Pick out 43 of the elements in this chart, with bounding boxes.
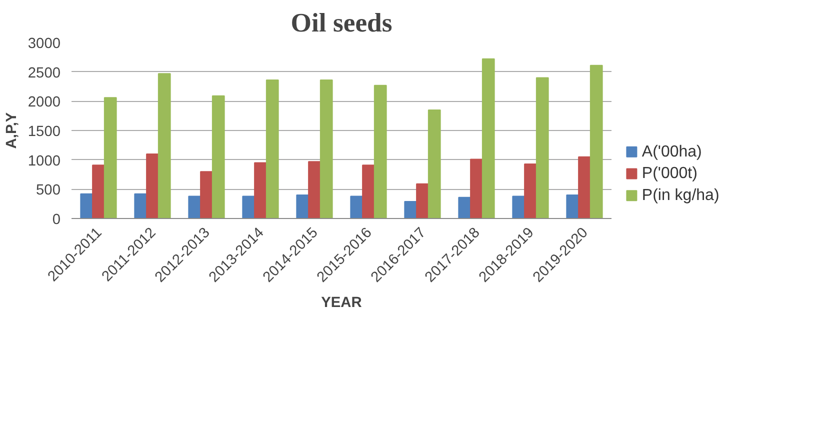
y-tick-label: 0: [52, 212, 61, 228]
bar: [512, 196, 526, 218]
bar: [524, 163, 537, 218]
y-tick-label: 1000: [28, 153, 61, 170]
bar: [266, 80, 279, 218]
y-tick-label: 2000: [28, 94, 61, 111]
legend-label: P(in kg/ha): [642, 187, 720, 204]
bar: [308, 161, 321, 218]
bar: [212, 95, 225, 218]
bar: [296, 194, 310, 218]
bar: [458, 196, 472, 218]
y-tick-label: 2500: [28, 65, 61, 82]
bar: [374, 84, 387, 218]
legend-label: P('000t): [642, 165, 698, 182]
bar: [200, 171, 213, 218]
bar: [566, 194, 580, 218]
bar: [242, 196, 256, 218]
bar: [80, 193, 94, 218]
bar: [482, 58, 495, 218]
bar: [428, 109, 441, 218]
bar: [578, 156, 591, 218]
bar: [416, 183, 429, 218]
bar: [134, 193, 148, 218]
bar: [470, 158, 483, 218]
bar: [188, 196, 202, 218]
chart-title: Oil seeds: [290, 8, 392, 38]
y-tick-label: 1500: [28, 124, 61, 140]
bar: [146, 153, 159, 218]
bar: [320, 80, 333, 218]
y-tick-label: 500: [36, 182, 61, 199]
bar: [104, 97, 117, 218]
bar: [254, 162, 267, 218]
x-axis-title: YEAR: [321, 294, 362, 311]
bar: [92, 164, 105, 218]
bar: [158, 73, 171, 218]
legend-label: A('00ha): [642, 143, 702, 160]
bar: [362, 164, 375, 218]
bar: [536, 77, 549, 218]
y-axis-title: A,P,Y: [4, 112, 20, 149]
bar: [350, 196, 364, 218]
y-tick-label: 3000: [28, 36, 61, 52]
bar: [590, 64, 603, 218]
bar: [404, 200, 418, 218]
